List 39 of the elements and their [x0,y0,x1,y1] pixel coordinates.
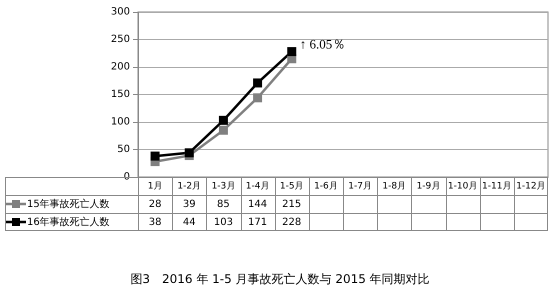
data-label: 39 [182,198,197,212]
y-tick-label: 50 [117,144,130,155]
data-label: 85 [216,198,231,212]
legend-label: 15年事故死亡人数 [27,199,110,210]
x-tick-label: 1-5月 [280,182,304,192]
point [287,47,296,56]
data-label: 215 [281,198,302,212]
data-label: 144 [247,198,268,212]
data-label: 28 [148,198,162,212]
point [150,152,160,161]
y-tick-label: 100 [110,116,130,128]
point [253,93,262,102]
x-tick-label: 1-2月 [177,182,202,192]
x-tick-label: 1月 [148,182,162,192]
y-tick-label: 250 [110,34,130,45]
point [218,126,228,135]
text: 图3 2016 年 1-5 月事故死亡人数与 2015 年同期对比 [130,272,430,286]
y-tick-label: 200 [110,62,130,72]
x-tick-label: 1-8月 [382,182,406,192]
data-label: 44 [182,216,197,230]
x-tick-label: 1-10月 [448,182,478,192]
x-tick-label: 1-7月 [348,182,372,192]
x-tick-label: 1-4月 [246,182,270,192]
legend-label: 16年事故死亡人数 [27,217,110,228]
y-tick-label: 150 [110,89,130,100]
y-tick-label: 300 [110,6,130,18]
point [253,78,262,88]
data-label: 103 [212,216,234,230]
x-tick-label: 1-11月 [482,182,512,192]
x-tick-label: 1-6月 [314,182,338,192]
data-label: 228 [281,216,302,230]
annotation: ↑ 6.05％ [300,36,346,52]
x-tick-label: 1-12月 [516,182,546,192]
data-label: 38 [148,216,162,230]
data-label: 171 [247,216,268,230]
point [218,116,228,125]
point [184,148,194,158]
x-tick-label: 1-3月 [212,182,236,192]
x-tick-label: 1-9月 [416,182,440,192]
